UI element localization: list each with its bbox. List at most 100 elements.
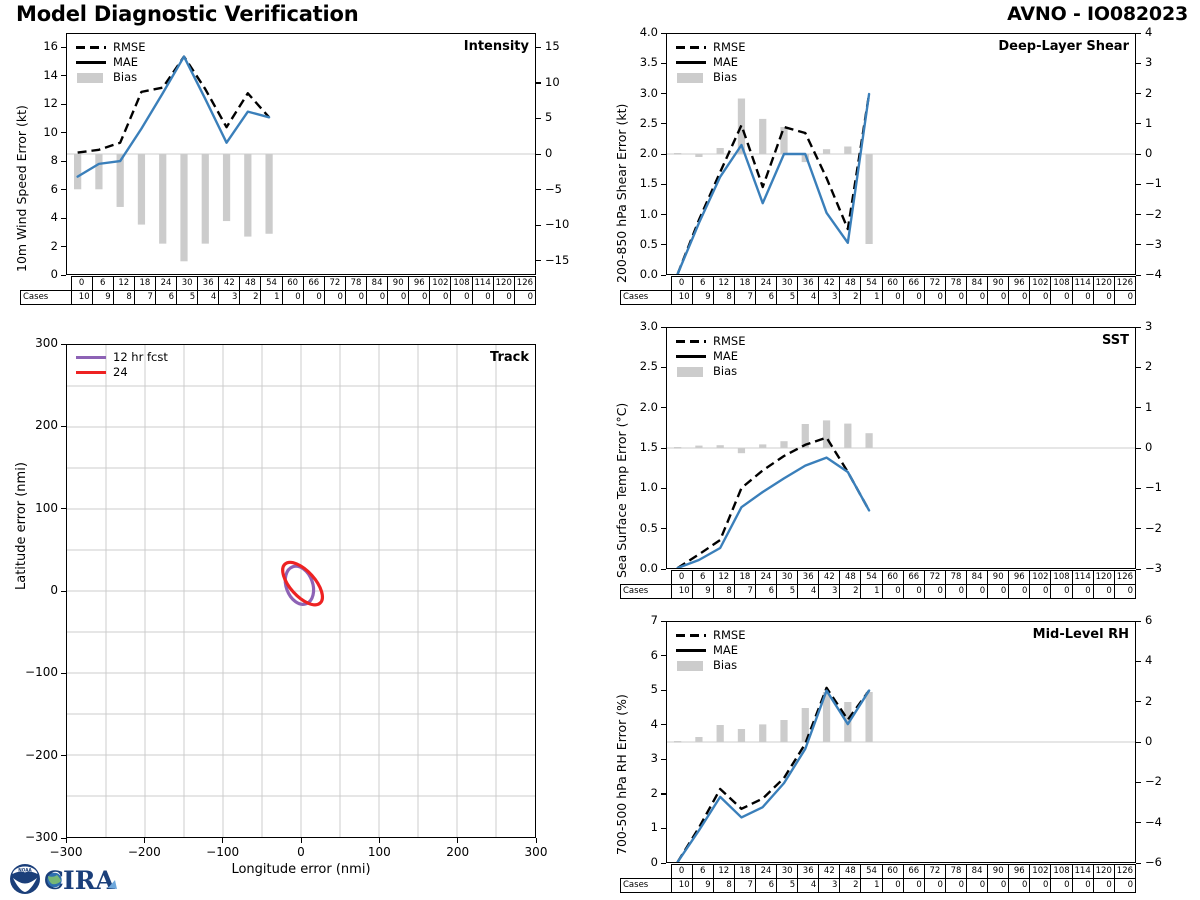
forecast-hour-cell: 30 [176,276,199,291]
axis-tick-label: 0 [1145,734,1153,748]
track-y-axis-label: Latitude error (nmi) [14,462,29,590]
axis-tick-label: 10 [43,124,58,139]
legend-label-mae: MAE [713,642,739,657]
axis-tick-label: −100 [206,845,240,859]
forecast-hour-cell: 12 [712,864,735,879]
forecast-hour-cell: 78 [944,570,968,585]
legend-label-rmse: RMSE [113,39,146,54]
axis-tick-mark [1136,62,1141,64]
axis-tick-mark [61,75,66,77]
track-x-axis-label: Longitude error (nmi) [231,862,371,877]
axis-tick-mark [661,326,666,328]
axis-tick-mark [1136,274,1141,276]
axis-tick-label: 0 [545,146,553,160]
svg-text:NOAA: NOAA [18,868,32,873]
axis-tick-label: 2 [1145,693,1153,708]
forecast-hour-cell: 102 [429,276,452,291]
axis-tick-label: 2 [1145,359,1153,374]
forecast-hour-cell: 30 [776,570,799,585]
axis-tick-mark [535,838,537,843]
forecast-hour-cell: 18 [733,570,756,585]
axis-tick-mark [661,366,666,369]
axis-tick-label: 3 [650,751,658,766]
shear-chart-svg [667,92,1135,274]
forecast-hour-cell: 66 [902,864,925,879]
cases-cell: 0 [1050,290,1073,305]
axis-tick-mark [661,447,666,449]
legend-label-rmse: RMSE [713,39,746,54]
axis-tick-mark [536,46,541,48]
forecast-hour-cell: 60 [881,276,904,291]
axis-tick-label: 3 [1145,55,1153,70]
axis-tick-mark [61,274,66,276]
axis-tick-label: 0 [297,845,305,859]
forecast-hour-cell: 60 [281,276,304,291]
cases-cell: 10 [70,290,93,305]
axis-tick-mark [1136,862,1141,864]
legend-label-rmse: RMSE [713,333,746,348]
cases-cell: 9 [91,290,114,305]
forecast-hour-cell: 78 [944,276,968,291]
cases-cell: 0 [902,584,925,599]
cases-cell: 5 [176,290,199,305]
cases-cell: 0 [966,878,989,893]
cases-cell: 0 [1029,584,1052,599]
rh-plot-area[interactable]: Mid-Level RH RMSE MAE Bias [666,621,1136,863]
cases-cell: 0 [1008,584,1031,599]
cases-cell: 0 [881,584,904,599]
axis-tick-label: 1.5 [639,440,658,454]
axis-tick-label: 0 [50,267,58,281]
forecast-hour-cell: 36 [197,276,220,291]
forecast-hour-cell: 24 [754,570,778,585]
axis-tick-mark [661,123,666,125]
cases-cell: 3 [818,584,841,599]
forecast-hour-cell: 42 [218,276,241,291]
sst-plot-area[interactable]: SST RMSE MAE Bias [666,327,1136,569]
forecast-hour-cell: 90 [987,570,1010,585]
cases-cell: 1 [860,290,883,305]
axis-tick-mark [61,508,66,510]
axis-tick-mark [1136,620,1141,622]
forecast-hour-cell: 42 [818,864,841,879]
axis-tick-label: −4 [1145,814,1162,829]
cases-cell: 7 [133,290,156,305]
cases-cell: 8 [712,878,735,893]
axis-tick-mark [143,838,146,843]
shear-plot-area[interactable]: Deep-Layer Shear RMSE MAE Bias [666,33,1136,275]
axis-tick-label: −4 [1145,267,1162,281]
legend-row-bias: Bias [676,658,745,673]
cases-cell: 1 [860,878,883,893]
axis-tick-mark [661,244,666,246]
axis-tick-label: 4 [1145,25,1153,39]
forecast-hour-cell: 66 [302,276,325,291]
cases-cell: 0 [881,290,904,305]
forecast-hour-cell: 84 [366,276,389,291]
track-legend-line-icon [76,367,106,378]
axis-tick-mark [1136,326,1141,328]
cases-cell: 6 [754,290,778,305]
bias-bar-icon [676,72,706,83]
track-plot-area[interactable]: Track 12 hr fcst 24 [66,344,536,838]
forecast-hour-cell: 0 [670,864,693,879]
cases-cell: 0 [1008,290,1031,305]
cases-row: Cases 10 9 8 7 6 5 4 3 2 1 0 0 0 0 0 0 0 0 0 0 0 0 [20,290,537,305]
legend-label-rmse: RMSE [713,627,746,642]
axis-tick-label: −1 [1145,480,1162,495]
cases-cell: 0 [1092,290,1115,305]
forecast-hour-cell: 6 [691,276,714,291]
forecast-hour-cell: 18 [133,276,156,291]
intensity-plot-area[interactable]: Intensity RMSE MAE Bias [66,33,536,275]
forecast-hour-cell: 120 [1092,864,1115,879]
bias-bar-icon [76,72,106,83]
axis-tick-mark [61,425,66,428]
axis-tick-mark [1136,568,1141,570]
axis-tick-label: −2 [1145,206,1162,221]
forecast-hour-cell: 96 [408,276,431,291]
rmse-dashed-icon [76,42,106,53]
axis-tick-label: −3 [1145,561,1162,575]
intensity-legend: RMSE MAE Bias [76,40,145,85]
cases-cell: 0 [902,290,925,305]
axis-tick-label: 0.0 [639,267,658,281]
cases-cell: 0 [492,290,515,305]
